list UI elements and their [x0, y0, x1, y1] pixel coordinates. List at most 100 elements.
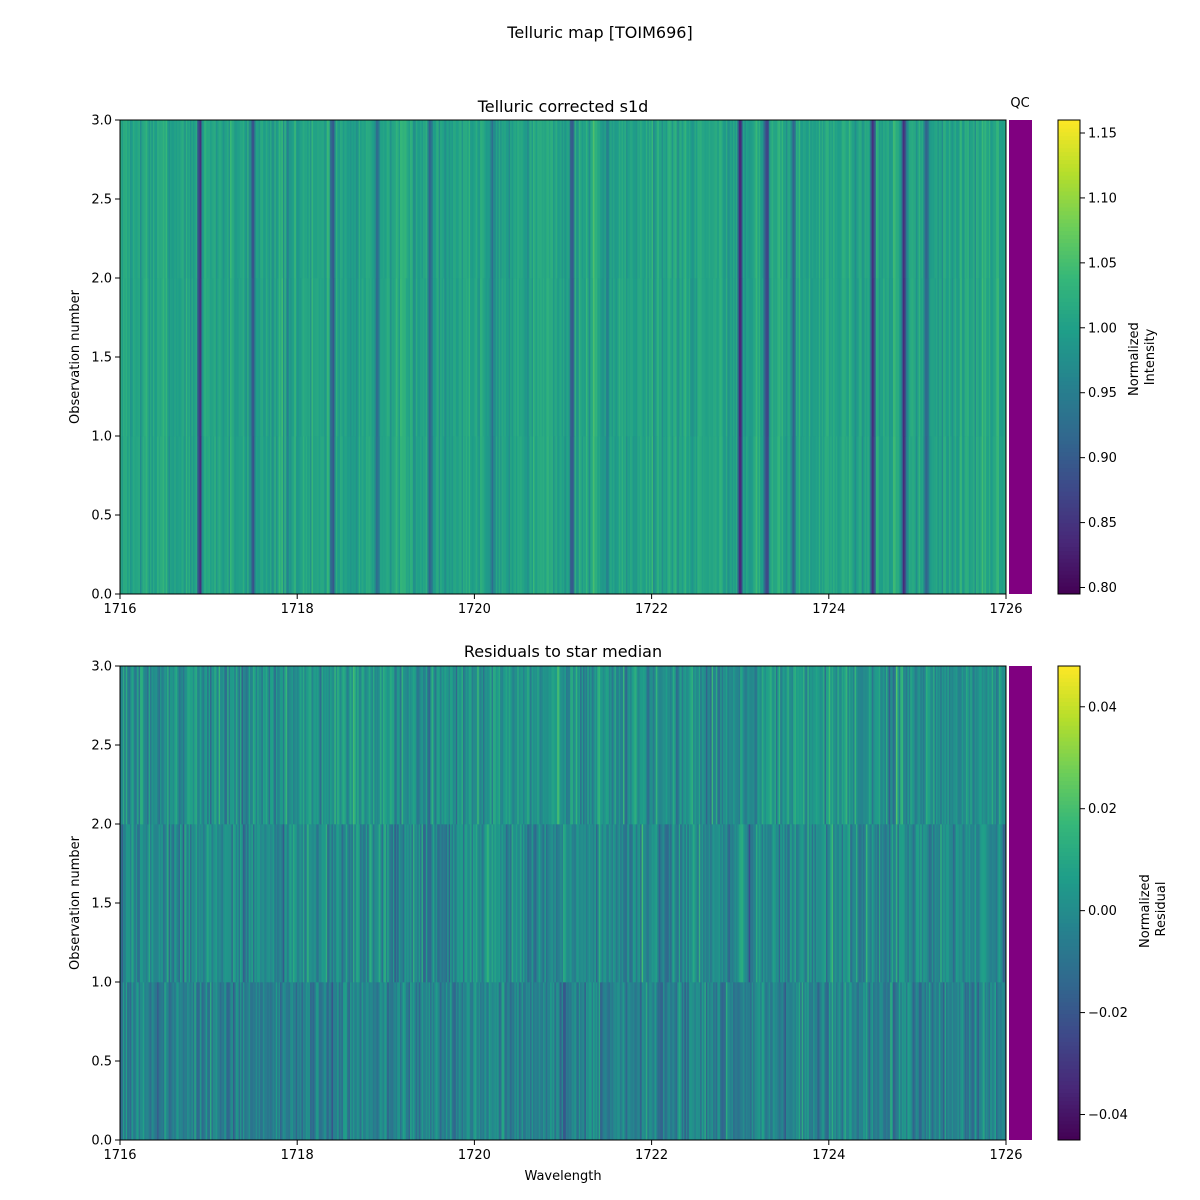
heatmap-cell	[328, 436, 331, 595]
heatmap-cell	[831, 436, 834, 595]
heatmap-cell	[653, 278, 655, 437]
heatmap-cell	[955, 436, 958, 595]
heatmap-cell	[147, 666, 149, 825]
heatmap-cell	[900, 436, 903, 595]
heatmap-cell	[558, 982, 561, 1141]
heatmap-cell	[821, 666, 824, 825]
heatmap-cell	[588, 666, 591, 825]
heatmap-cell	[512, 982, 515, 1141]
heatmap-cell	[275, 278, 278, 437]
heatmap-cell	[938, 120, 941, 279]
heatmap-cell	[344, 436, 347, 595]
heatmap-cell	[455, 120, 458, 279]
heatmap-cell	[481, 824, 484, 983]
heatmap-cell	[953, 824, 955, 983]
heatmap-cell	[304, 824, 307, 983]
heatmap-cell	[603, 824, 605, 983]
heatmap-cell	[778, 666, 781, 825]
heatmap-cell	[830, 120, 833, 279]
heatmap-cell	[305, 436, 308, 595]
heatmap-cell	[511, 436, 514, 595]
colorbar-segment	[1058, 982, 1080, 987]
heatmap-cell	[232, 436, 235, 595]
heatmap-cell	[418, 278, 421, 437]
heatmap-cell	[930, 278, 933, 437]
heatmap-cell	[821, 278, 824, 437]
colorbar-segment	[1058, 475, 1080, 480]
heatmap-cell	[372, 120, 375, 279]
heatmap-cell	[190, 824, 192, 983]
heatmap-cell	[728, 436, 731, 595]
heatmap-cell	[618, 278, 621, 437]
heatmap-cell	[448, 666, 451, 825]
heatmap-cell	[201, 982, 204, 1141]
heatmap-cell	[833, 666, 835, 825]
heatmap-cell	[387, 666, 390, 825]
heatmap-cell	[653, 436, 655, 595]
heatmap-cell	[761, 278, 764, 437]
heatmap-cell	[711, 436, 714, 595]
heatmap-cell	[550, 120, 552, 279]
heatmap-cell	[225, 824, 228, 983]
heatmap-cell	[365, 120, 368, 279]
heatmap-cell	[247, 436, 250, 595]
heatmap-cell	[551, 666, 554, 825]
heatmap-cell	[462, 666, 465, 825]
heatmap-cell	[950, 824, 953, 983]
heatmap-cell	[335, 120, 338, 279]
heatmap-cell	[653, 982, 655, 1141]
heatmap-cell	[928, 666, 931, 825]
colorbar-tick-label: 1.05	[1088, 256, 1117, 271]
heatmap-cell	[394, 120, 397, 279]
heatmap-cell	[593, 824, 595, 983]
heatmap-cell	[414, 982, 417, 1141]
heatmap-cell	[190, 278, 192, 437]
heatmap-cell	[427, 436, 430, 595]
heatmap-cell	[604, 120, 607, 279]
heatmap-cell	[504, 982, 507, 1141]
colorbar-segment	[1058, 313, 1080, 318]
heatmap-cell	[1003, 982, 1005, 1141]
heatmap-cell	[140, 436, 142, 595]
heatmap-cell	[351, 666, 354, 825]
heatmap-cell	[753, 982, 755, 1141]
heatmap-cell	[698, 436, 701, 595]
heatmap-cell	[658, 436, 661, 595]
heatmap-cell	[935, 824, 938, 983]
heatmap-cell	[984, 120, 987, 279]
heatmap-cell	[524, 666, 527, 825]
heatmap-cell	[322, 436, 325, 595]
heatmap-cell	[904, 120, 907, 279]
heatmap-cell	[517, 824, 520, 983]
heatmap-cell	[332, 436, 335, 595]
heatmap-cell	[295, 666, 298, 825]
heatmap-cell	[287, 120, 290, 279]
heatmap-cell	[713, 436, 715, 595]
heatmap-cell	[532, 120, 535, 279]
colorbar-segment	[1058, 424, 1080, 429]
heatmap-cell	[800, 666, 803, 825]
heatmap-cell	[352, 982, 355, 1141]
heatmap-cell	[931, 824, 934, 983]
heatmap-cell	[238, 436, 241, 595]
heatmap-cell	[914, 436, 917, 595]
heatmap-cell	[837, 666, 840, 825]
heatmap-cell	[990, 278, 993, 437]
heatmap-cell	[237, 982, 240, 1141]
colorbar-segment	[1058, 942, 1080, 947]
heatmap-cell	[744, 666, 747, 825]
heatmap-cell	[410, 120, 412, 279]
heatmap-cell	[490, 982, 492, 1141]
heatmap-cell	[125, 824, 128, 983]
colorbar-segment	[1058, 863, 1080, 868]
heatmap-cell	[753, 666, 755, 825]
heatmap-cell	[260, 436, 262, 595]
heatmap-cell	[544, 824, 547, 983]
heatmap-cell	[708, 278, 711, 437]
heatmap-cell	[744, 120, 747, 279]
heatmap-cell	[201, 436, 204, 595]
heatmap-cell	[351, 436, 354, 595]
heatmap-cell	[445, 436, 448, 595]
colorbar-segment	[1058, 701, 1080, 706]
heatmap-cell	[855, 278, 858, 437]
